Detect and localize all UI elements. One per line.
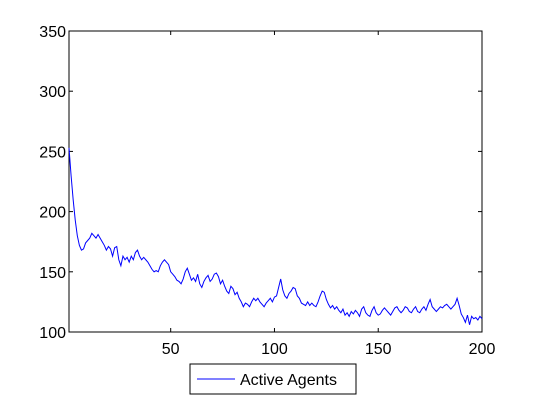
axes-box	[68, 30, 483, 333]
axis-tick-labels: 100 150 200 250 300 350 50 100 150 200	[39, 24, 495, 358]
y-tick-label-200: 200	[39, 205, 66, 222]
x-tick-label-150: 150	[365, 341, 392, 358]
y-tick-label-150: 150	[39, 265, 66, 282]
plot-area: 100 150 200 250 300 350 50 100 150 200	[39, 24, 495, 358]
x-tick-label-50: 50	[162, 341, 180, 358]
axis-ticks	[69, 30, 483, 333]
legend-box	[189, 363, 357, 395]
y-tick-label-350: 350	[39, 24, 66, 41]
y-tick-label-250: 250	[39, 144, 66, 161]
x-tick-label-200: 200	[469, 341, 496, 358]
legend-label-active-agents: Active Agents	[240, 372, 337, 389]
legend: Active Agents	[189, 363, 357, 395]
x-tick-label-100: 100	[261, 341, 288, 358]
y-tick-label-100: 100	[39, 325, 66, 342]
series-line-active-agents	[68, 147, 483, 325]
y-tick-label-300: 300	[39, 84, 66, 101]
